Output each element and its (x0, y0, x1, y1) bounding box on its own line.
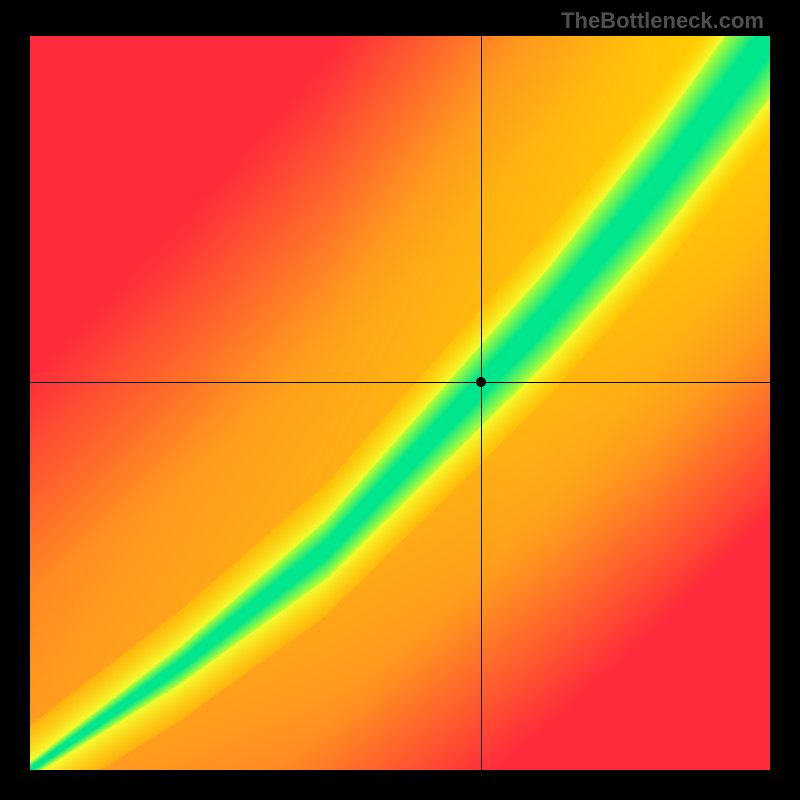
watermark-text: TheBottleneck.com (561, 8, 764, 34)
heatmap-canvas (30, 36, 770, 770)
chart-frame: TheBottleneck.com (0, 0, 800, 800)
crosshair-horizontal (30, 382, 770, 383)
crosshair-vertical (481, 36, 482, 770)
